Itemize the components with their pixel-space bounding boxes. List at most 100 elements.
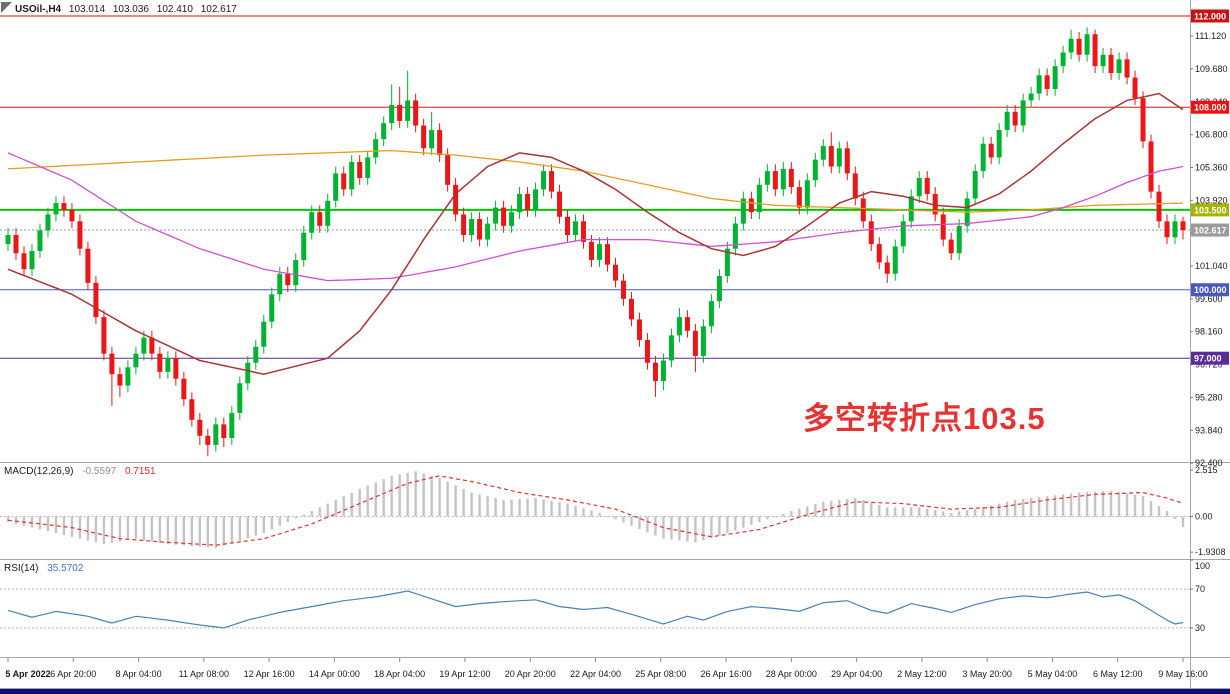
macd-bar: [1149, 501, 1153, 517]
macd-bar: [965, 510, 969, 517]
price-tick-label: 111.120: [1195, 31, 1226, 41]
macd-bar: [598, 512, 601, 517]
macd-bar: [174, 516, 178, 545]
price-axis[interactable]: 111.120109.680108.240106.800105.360103.9…: [1190, 31, 1228, 468]
price-tag-103.500[interactable]: [1191, 203, 1229, 217]
macd-bar: [390, 475, 393, 517]
time-axis[interactable]: 5 Apr 2022 6 Apr 20:00 8 Apr 04:00 11 Apr 0…: [5, 658, 1208, 679]
macd-bar: [86, 516, 90, 541]
macd-bar: [326, 503, 329, 517]
price-tick-label: 101.040: [1195, 261, 1228, 271]
macd-bar: [582, 508, 585, 517]
macd-bar: [782, 513, 785, 517]
macd-bar: [310, 511, 313, 517]
rsi-axis-label: 30: [1195, 623, 1205, 633]
macd-bar: [30, 516, 34, 528]
macd-bar: [973, 508, 977, 517]
macd-bar: [878, 505, 881, 517]
ma-darkred-line: [7, 92, 1184, 375]
macd-bar: [846, 499, 849, 517]
macd-bar: [566, 503, 569, 517]
time-tick-label: 11 Apr 08:00: [179, 669, 229, 679]
price-tag-97.000[interactable]: [1191, 351, 1229, 365]
macd-bar: [606, 516, 609, 517]
price-tag-112.000[interactable]: [1191, 9, 1229, 23]
price-tag-100.000[interactable]: [1191, 283, 1229, 297]
macd-bar: [142, 516, 146, 541]
time-tick-label: 6 May 12:00: [1093, 669, 1143, 679]
price-tags[interactable]: 112.000 108.000 103.500 102.617 100.000 97.00…: [1191, 9, 1229, 365]
macd-signal-value: 0.7151: [124, 466, 156, 477]
macd-bar: [870, 502, 873, 517]
macd-bar: [382, 479, 385, 517]
macd-bar: [126, 516, 130, 541]
time-tick-label: 28 Apr 00:00: [766, 669, 817, 679]
macd-bar: [622, 516, 625, 523]
price-tag-label: 103.500: [1194, 205, 1227, 215]
macd-bar: [454, 485, 457, 517]
macd-bar: [278, 516, 281, 526]
macd-bar: [734, 516, 737, 531]
price-tag-label: 112.000: [1194, 11, 1226, 21]
macd-bar: [518, 499, 521, 517]
macd-bar: [1053, 495, 1057, 517]
macd-bar: [997, 503, 1001, 517]
price-tick-label: 106.800: [1195, 130, 1228, 140]
macd-bar: [630, 516, 633, 526]
macd-bar: [358, 488, 361, 517]
horizontal-level-lines[interactable]: [0, 15, 1190, 359]
macd-bar: [54, 516, 58, 534]
macd-bar: [1093, 491, 1097, 517]
macd-bar: [318, 507, 321, 517]
macd-bar: [558, 502, 561, 517]
price-tag-108.000[interactable]: [1191, 100, 1229, 114]
window-bottom-bar: [0, 689, 1230, 694]
macd-bar: [910, 507, 913, 517]
macd-axis-label: 0.00: [1195, 512, 1213, 522]
macd-signal-line: [7, 475, 1184, 546]
macd-bar: [854, 498, 857, 517]
macd-bar: [46, 516, 50, 532]
macd-bar: [742, 516, 745, 528]
time-tick-label: 6 Apr 20:00: [50, 669, 96, 679]
macd-bar: [686, 516, 689, 542]
time-tick-label: 8 Apr 04:00: [116, 669, 162, 679]
time-tick-label: 22 Apr 04:00: [570, 669, 621, 679]
macd-bar: [718, 516, 721, 536]
time-tick-label: 14 Apr 00:00: [309, 669, 360, 679]
macd-bar: [750, 516, 753, 525]
macd-bar: [1029, 498, 1033, 517]
price-tick-label: 95.280: [1195, 392, 1223, 402]
macd-bar: [22, 516, 26, 526]
macd-title: MACD(12,26,9) -0.5597 0.7151: [4, 466, 162, 477]
macd-bar: [78, 516, 82, 539]
macd-bar: [758, 516, 761, 523]
macd-bar: [1109, 490, 1113, 517]
macd-bar: [366, 485, 369, 517]
time-tick-label: 18 Apr 04:00: [374, 669, 425, 679]
macd-bar: [470, 492, 473, 517]
macd-bar: [1061, 494, 1065, 517]
time-tick-label: 2 May 12:00: [897, 669, 947, 679]
macd-bar: [414, 471, 417, 517]
macd-bar: [1101, 491, 1105, 517]
chart-annotation-text[interactable]: 多空转折点103.5: [803, 401, 1046, 436]
macd-bar: [102, 516, 106, 545]
price-tag-label: 108.000: [1194, 103, 1227, 113]
macd-bar: [702, 516, 705, 541]
macd-bar: [942, 511, 945, 517]
macd-bar: [726, 516, 729, 534]
price-tag-102.617[interactable]: [1191, 223, 1229, 237]
macd-bar: [486, 496, 489, 517]
macd-bar: [710, 516, 713, 538]
macd-bar: [542, 499, 545, 517]
price-tick-label: 92.400: [1195, 458, 1223, 468]
macd-bar: [398, 474, 401, 517]
macd-bar: [1037, 497, 1041, 517]
macd-bar: [989, 505, 993, 517]
macd-main-value: -0.5597: [82, 466, 117, 477]
macd-bar: [182, 516, 186, 546]
macd-bar: [222, 516, 226, 546]
